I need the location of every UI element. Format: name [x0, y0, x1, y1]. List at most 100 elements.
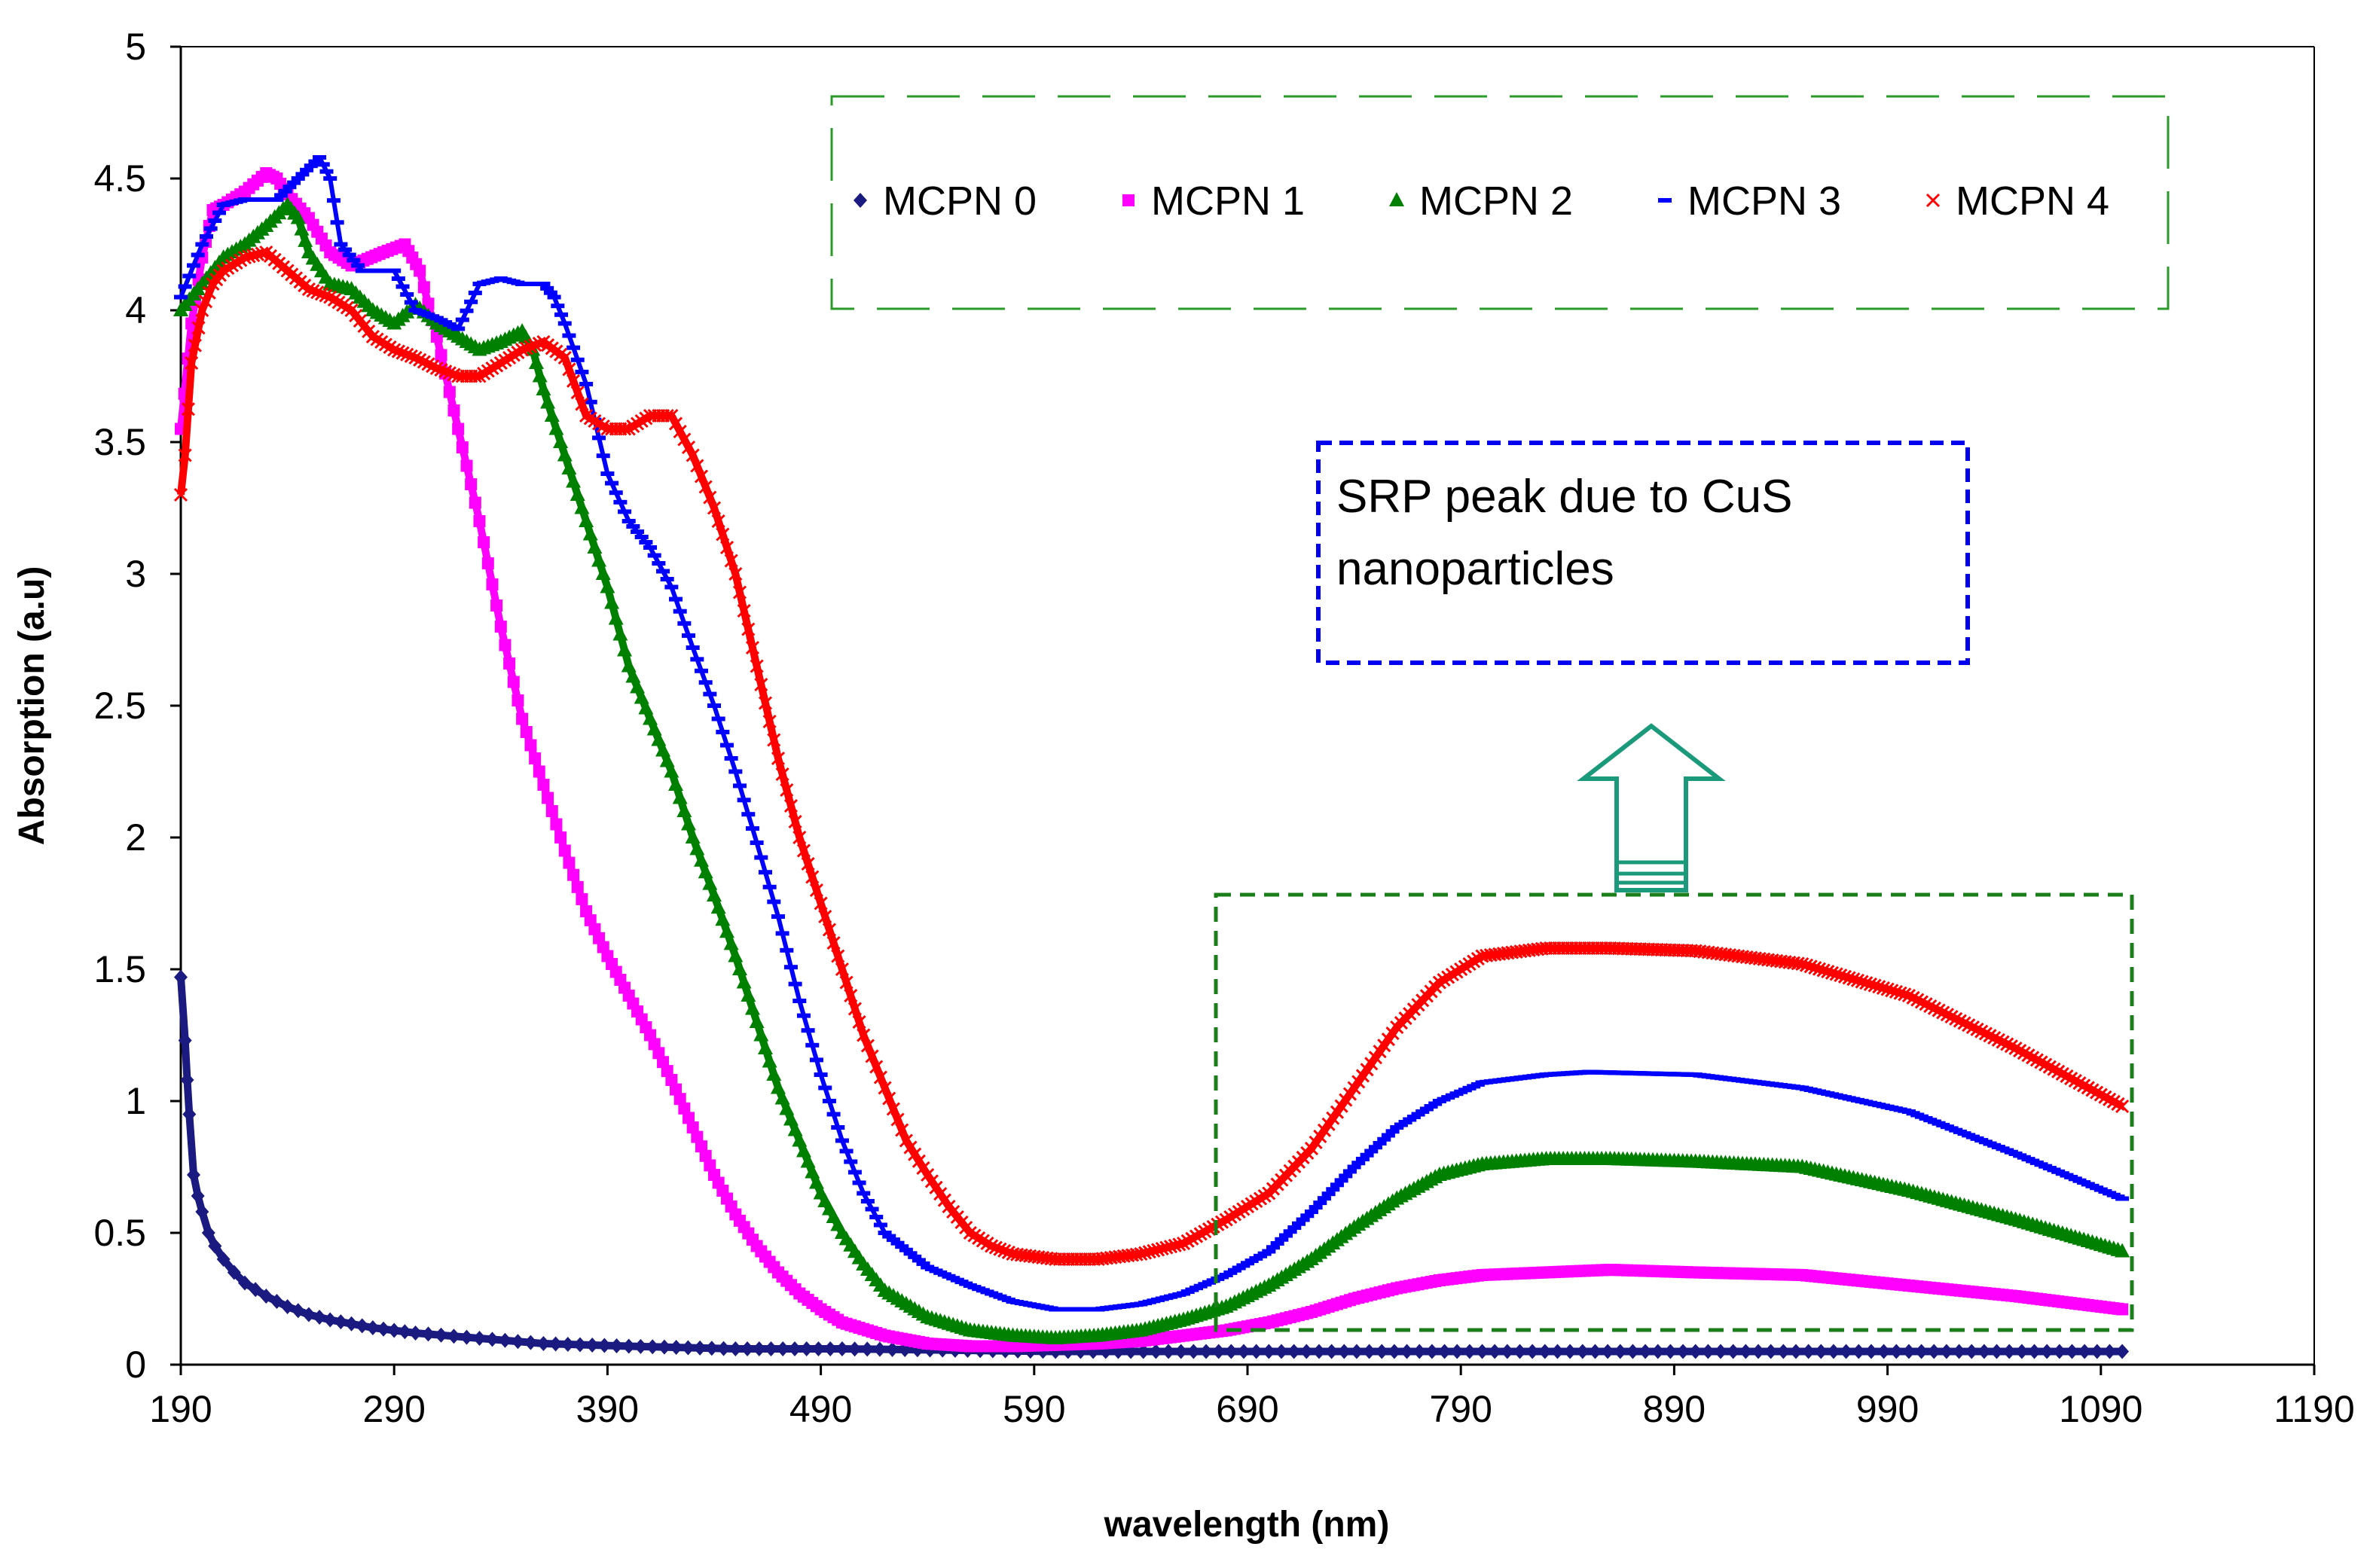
data-point	[921, 1167, 935, 1182]
data-point	[575, 397, 589, 411]
data-point	[1347, 1164, 1361, 1170]
data-point	[429, 361, 444, 376]
data-point	[447, 1329, 461, 1344]
data-point	[524, 739, 537, 752]
data-point	[1400, 1344, 1414, 1359]
data-point	[1381, 1033, 1395, 1047]
data-point	[2052, 1344, 2066, 1359]
data-point	[1953, 1014, 1967, 1028]
legend-marker-icon	[854, 193, 867, 208]
data-point	[1425, 1344, 1439, 1359]
data-point	[557, 321, 572, 326]
legend-box	[830, 95, 2170, 310]
data-point	[579, 513, 594, 527]
data-point	[182, 1106, 197, 1122]
data-point	[524, 1335, 538, 1350]
data-point	[912, 1258, 926, 1263]
data-point	[703, 490, 717, 505]
series-mcpn-2	[173, 197, 2130, 1344]
data-point	[677, 432, 692, 447]
data-point	[736, 974, 752, 989]
legend-marker-icon	[1658, 198, 1672, 203]
data-point	[545, 805, 558, 817]
data-point	[571, 880, 584, 893]
data-point	[1450, 1344, 1464, 1359]
data-point	[1513, 1344, 1527, 1359]
data-point	[435, 349, 447, 361]
data-point	[1334, 1099, 1348, 1113]
data-point	[1927, 1001, 1941, 1015]
data-point	[182, 273, 197, 279]
data-point	[1313, 1129, 1327, 1143]
data-point	[1550, 1344, 1565, 1359]
data-point	[665, 1074, 678, 1086]
data-point	[537, 779, 550, 791]
data-point	[1885, 984, 1899, 998]
data-point	[498, 1332, 512, 1348]
data-point	[199, 234, 213, 239]
data-point	[723, 935, 739, 950]
data-point	[715, 911, 731, 926]
data-point	[511, 1334, 525, 1350]
data-point	[1001, 1245, 1015, 1259]
data-point	[417, 355, 431, 369]
data-point	[1155, 1241, 1169, 1256]
data-point	[400, 347, 414, 361]
data-point	[567, 374, 581, 388]
data-point	[1186, 1344, 1201, 1359]
data-point	[814, 1072, 828, 1077]
data-point	[669, 596, 683, 602]
srp-annotation-box	[1316, 441, 1970, 665]
data-point	[464, 299, 478, 304]
data-point	[1351, 1075, 1366, 1089]
data-point	[1403, 1117, 1417, 1122]
data-point	[1795, 956, 1809, 972]
data-point	[313, 1310, 327, 1325]
data-point	[1751, 1344, 1766, 1359]
data-point	[686, 645, 700, 650]
data-point	[916, 1261, 930, 1266]
data-point	[295, 172, 310, 177]
data-point	[638, 700, 654, 715]
data-point	[1821, 965, 1835, 979]
data-point	[478, 536, 490, 548]
data-point	[872, 1341, 887, 1357]
legend: MCPN 0 MCPN 1 MCPN 2 MCPN 3 MCPN 4	[830, 95, 2170, 310]
series-mcpn-0	[174, 969, 2130, 1359]
data-point	[2115, 1243, 2130, 1258]
data-point	[1876, 981, 1890, 995]
data-point	[779, 1100, 795, 1115]
data-point	[741, 1341, 755, 1356]
data-point	[398, 1324, 412, 1340]
data-point	[737, 603, 751, 618]
y-tick-label: 1.5	[93, 948, 146, 990]
x-tick-label: 1090	[2059, 1388, 2142, 1430]
data-point	[561, 460, 577, 474]
data-point	[1266, 1245, 1280, 1250]
data-point	[2000, 1037, 2014, 1051]
data-point	[882, 1234, 896, 1239]
data-point	[540, 285, 554, 291]
data-point	[198, 294, 213, 309]
data-point	[625, 668, 641, 683]
data-point	[745, 640, 760, 655]
data-point	[1867, 978, 1882, 993]
data-point	[754, 855, 768, 860]
data-point	[1287, 1225, 1302, 1230]
data-point	[291, 1303, 305, 1319]
data-point	[847, 1170, 862, 1175]
data-point	[757, 1040, 773, 1054]
data-point	[783, 798, 799, 813]
data-point	[1814, 1344, 1828, 1359]
data-point	[1855, 975, 1869, 989]
data-point	[1462, 1344, 1477, 1359]
data-point	[707, 887, 722, 901]
data-point	[548, 420, 564, 435]
data-point	[1387, 1344, 1401, 1359]
data-point	[681, 1340, 695, 1356]
data-point	[1326, 1111, 1340, 1125]
data-point	[255, 246, 269, 261]
data-point	[929, 1180, 943, 1194]
data-point	[1927, 1344, 1941, 1359]
data-point	[208, 1238, 222, 1254]
